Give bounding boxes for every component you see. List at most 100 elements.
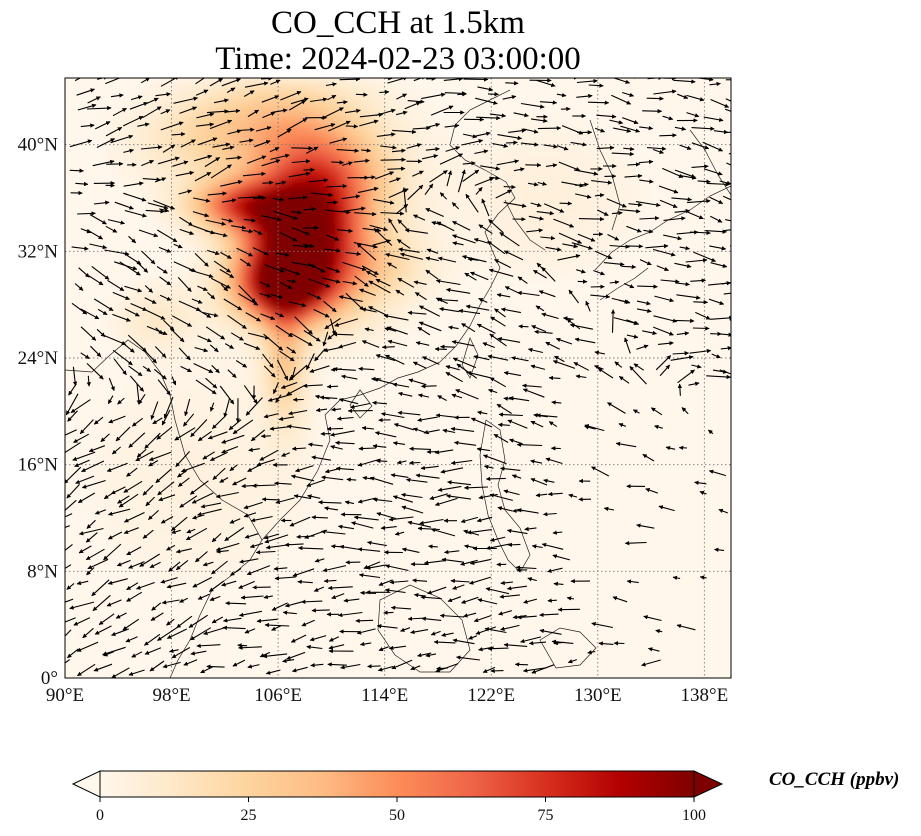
wind-vector bbox=[473, 354, 490, 361]
wind-vector bbox=[302, 225, 319, 230]
wind-vector bbox=[171, 376, 177, 386]
wind-vector bbox=[447, 596, 462, 603]
wind-vector bbox=[420, 465, 439, 471]
wind-vector bbox=[259, 281, 271, 288]
wind-vector bbox=[297, 545, 324, 551]
wind-vector bbox=[102, 646, 126, 656]
wind-vector bbox=[206, 664, 225, 669]
wind-vector bbox=[153, 199, 176, 210]
wind-vector bbox=[535, 492, 548, 498]
wind-vector bbox=[676, 331, 690, 336]
wind-vector bbox=[276, 359, 289, 381]
wind-vector bbox=[311, 64, 333, 76]
wind-vector bbox=[506, 528, 528, 535]
wind-vector bbox=[153, 368, 167, 380]
colorbar-tick-label: 0 bbox=[96, 807, 104, 824]
wind-vector bbox=[389, 579, 409, 585]
wind-vector bbox=[590, 294, 611, 299]
wind-vector bbox=[408, 378, 427, 386]
wind-vector bbox=[597, 367, 614, 379]
wind-vector bbox=[374, 171, 395, 180]
wind-vector bbox=[528, 640, 547, 646]
wind-vector bbox=[365, 564, 387, 570]
wind-vector bbox=[387, 262, 398, 269]
wind-vector bbox=[93, 663, 113, 672]
wind-vector bbox=[335, 466, 354, 471]
wind-vector bbox=[585, 300, 591, 312]
wind-vector bbox=[415, 341, 430, 346]
wind-vector bbox=[178, 347, 191, 361]
wind-vector bbox=[179, 228, 195, 235]
wind-vector bbox=[212, 467, 226, 481]
wind-vector bbox=[154, 177, 167, 183]
wind-vector bbox=[292, 568, 315, 577]
wind-vector bbox=[390, 473, 409, 478]
wind-vector bbox=[224, 527, 245, 542]
wind-vector bbox=[439, 192, 448, 200]
wind-vector bbox=[123, 148, 135, 153]
wind-vector bbox=[313, 308, 330, 318]
wind-vector bbox=[128, 432, 146, 448]
wind-vector bbox=[249, 542, 263, 549]
wind-vector bbox=[487, 92, 499, 97]
wind-vector bbox=[536, 262, 545, 271]
wind-vector bbox=[428, 544, 438, 549]
wind-vector bbox=[193, 197, 211, 203]
wind-vector bbox=[574, 337, 596, 344]
wind-vector bbox=[260, 215, 282, 222]
wind-vector bbox=[215, 542, 240, 552]
wind-vector bbox=[166, 544, 176, 551]
wind-vector bbox=[727, 131, 731, 133]
wind-vector bbox=[207, 191, 227, 196]
wind-vector bbox=[280, 267, 301, 276]
wind-vector bbox=[179, 216, 193, 227]
wind-vector bbox=[243, 501, 263, 510]
wind-vector bbox=[466, 370, 491, 379]
wind-vector bbox=[576, 269, 586, 274]
wind-vector bbox=[344, 500, 355, 505]
wind-vector bbox=[336, 148, 360, 153]
wind-vector bbox=[183, 659, 198, 666]
wind-vector bbox=[507, 542, 521, 548]
wind-vector bbox=[705, 229, 727, 234]
wind-vector bbox=[123, 527, 139, 534]
wind-vector bbox=[259, 449, 279, 461]
wind-vector bbox=[450, 578, 470, 584]
wind-vector bbox=[434, 346, 447, 352]
wind-vector bbox=[106, 161, 124, 167]
wind-vector bbox=[412, 361, 427, 369]
wind-vector bbox=[461, 323, 476, 333]
wind-vector bbox=[332, 366, 356, 372]
wind-vector bbox=[427, 586, 447, 595]
wind-vector bbox=[659, 199, 678, 208]
longitude-axis: 90°E 98°E 106°E 114°E 122°E 130°E 138°E bbox=[46, 685, 728, 706]
wind-vector bbox=[163, 319, 175, 331]
wind-vector bbox=[484, 627, 507, 634]
wind-vector bbox=[535, 305, 545, 312]
wind-vector bbox=[155, 468, 172, 484]
wind-vector bbox=[363, 69, 379, 77]
wind-vector bbox=[401, 492, 423, 499]
wind-vector bbox=[541, 542, 564, 550]
wind-vector bbox=[328, 636, 340, 642]
wind-vector bbox=[656, 265, 669, 272]
wind-vector bbox=[462, 161, 476, 166]
wind-vector bbox=[294, 316, 313, 335]
wind-vector bbox=[410, 665, 421, 671]
wind-vector bbox=[122, 252, 142, 265]
wind-vector bbox=[158, 494, 176, 502]
wind-vector bbox=[322, 331, 329, 347]
wind-vector bbox=[439, 613, 465, 618]
wind-vector bbox=[534, 329, 553, 335]
wind-vector bbox=[243, 385, 258, 404]
wind-vector bbox=[511, 474, 522, 479]
wind-vector bbox=[247, 155, 267, 164]
wind-vector bbox=[254, 140, 271, 148]
wind-vector bbox=[275, 325, 293, 338]
wind-vector bbox=[230, 568, 242, 576]
wind-vector bbox=[677, 369, 695, 384]
wind-vector bbox=[124, 285, 143, 293]
wind-vector bbox=[552, 360, 576, 369]
wind-vector bbox=[223, 298, 243, 311]
wind-vector bbox=[412, 214, 426, 221]
